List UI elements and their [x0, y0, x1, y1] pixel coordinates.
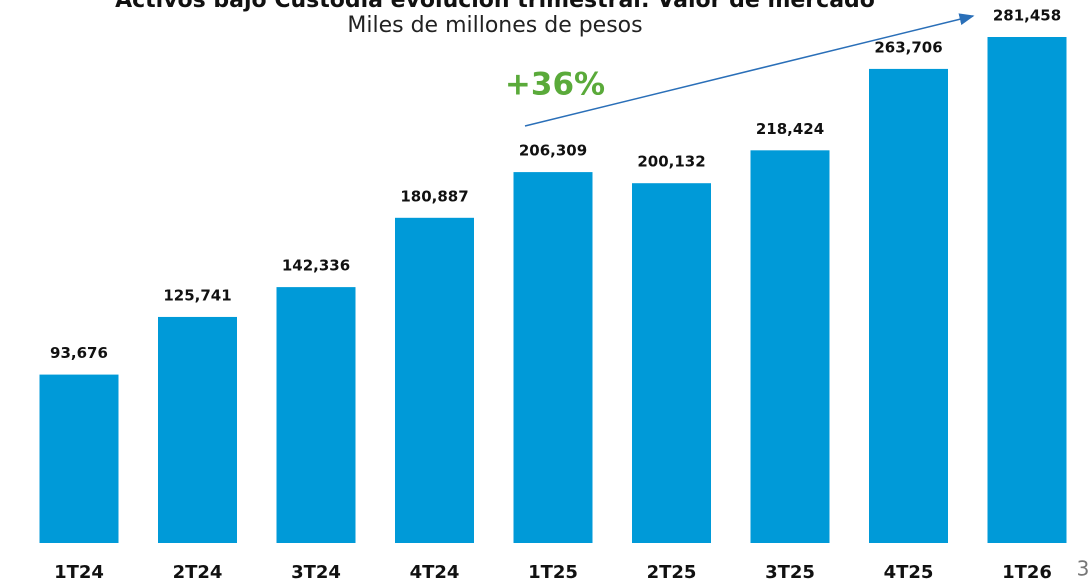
bar [158, 316, 237, 543]
value-label: 93,676 [50, 344, 108, 362]
value-label: 142,336 [282, 257, 350, 275]
slide-number: 3 [1077, 557, 1090, 581]
value-label: 125,741 [163, 286, 231, 304]
x-tick-label: 1T26 [1002, 562, 1052, 583]
x-tick-label: 4T24 [410, 562, 460, 583]
x-tick-label: 4T25 [884, 562, 934, 583]
bar [395, 217, 474, 543]
value-label: 218,424 [756, 120, 824, 138]
x-tick-label: 3T24 [291, 562, 341, 583]
value-label: 200,132 [637, 153, 705, 171]
chart-title: Activos bajo Custodia evolución trimestr… [115, 0, 875, 13]
bar [39, 374, 119, 543]
bar [987, 37, 1067, 543]
x-tick-label: 1T24 [54, 562, 104, 583]
x-tick-label: 2T25 [647, 562, 697, 583]
value-label: 281,458 [993, 7, 1061, 25]
x-tick-label: 2T24 [173, 562, 223, 583]
bar [513, 172, 593, 543]
x-tick-label: 3T25 [765, 562, 815, 583]
bar [632, 183, 711, 544]
growth-annotation: +36% [505, 67, 605, 103]
bar [869, 68, 948, 543]
bar [276, 287, 356, 543]
value-label: 206,309 [519, 142, 587, 160]
bar [750, 150, 830, 544]
chart-subtitle: Miles de millones de pesos [347, 13, 642, 38]
x-tick-label: 1T25 [528, 562, 578, 583]
trend-arrow [524, 13, 975, 127]
value-label: 180,887 [400, 187, 468, 205]
value-label: 263,706 [874, 38, 942, 56]
